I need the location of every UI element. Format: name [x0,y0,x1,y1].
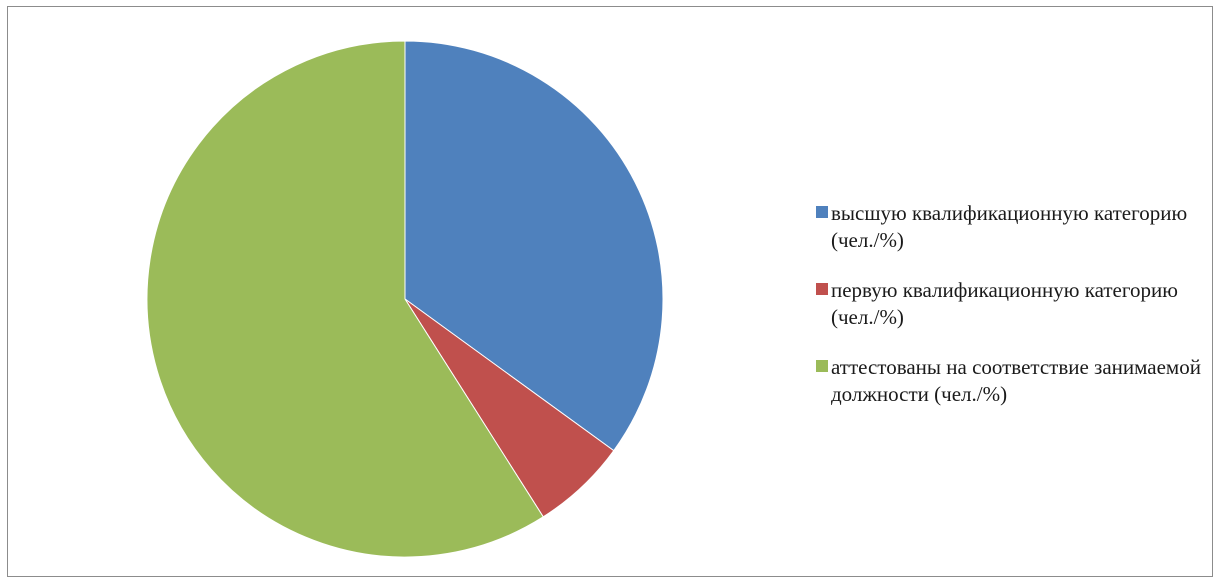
legend-label-position-compliance: аттестованы на соответствие занимаемой д… [831,355,1201,406]
legend: высшую квалификационную категорию (чел./… [816,200,1211,431]
legend-item-position-compliance: аттестованы на соответствие занимаемой д… [816,354,1211,408]
pie-slice-highest-category [404,40,664,452]
legend-swatch-highest-category [816,206,828,218]
legend-label-highest-category: высшую квалификационную категорию (чел./… [831,201,1188,252]
legend-label-first-category: первую квалификационную категорию (чел./… [831,278,1178,329]
pie-slice-position-compliance [146,40,544,558]
legend-item-first-category: первую квалификационную категорию (чел./… [816,277,1211,331]
legend-swatch-position-compliance [816,360,828,372]
legend-item-highest-category: высшую квалификационную категорию (чел./… [816,200,1211,254]
legend-swatch-first-category [816,283,828,295]
